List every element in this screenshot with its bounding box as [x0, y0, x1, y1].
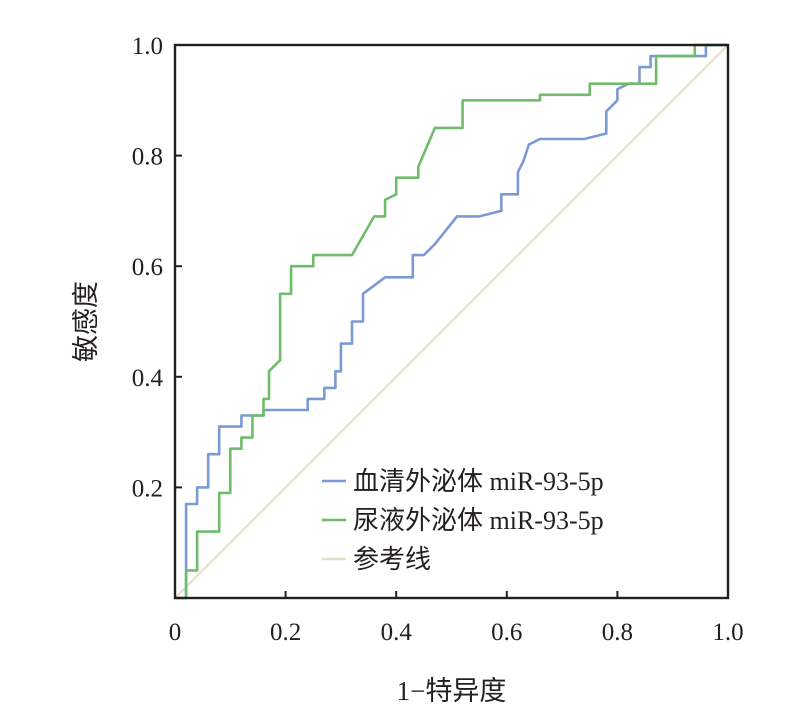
x-tick-label: 0.2: [270, 619, 301, 646]
series-layer: [174, 43, 729, 600]
x-axis-title: 1−特异度: [397, 676, 507, 706]
legend: 血清外泌体 miR-93-5p 尿液外泌体 miR-93-5p 参考线: [322, 467, 604, 574]
y-axis-title: 敏感度: [71, 281, 101, 362]
y-tick-label: 0.6: [132, 254, 163, 281]
series-line-0: [175, 43, 728, 600]
x-tick-label: 0.6: [491, 619, 522, 646]
y-tick-label: 1.0: [132, 33, 163, 60]
tick-layer: 0 0.2 0.4 0.6 0.8 1.0 0.2 0.4 0.6 0.8 1.0: [132, 33, 744, 646]
x-tick-label: 1.0: [712, 619, 743, 646]
y-tick-label: 0.2: [132, 475, 163, 502]
plot-frame: [173, 43, 730, 600]
x-tick-label: 0.4: [381, 619, 413, 646]
y-tick-label: 0.4: [132, 365, 164, 392]
series-line-2: [174, 44, 729, 599]
x-tick-label: 0: [169, 619, 182, 646]
legend-label-1: 尿液外泌体 miR-93-5p: [353, 506, 604, 535]
x-tick-label: 0.8: [602, 619, 633, 646]
y-tick-label: 0.8: [132, 144, 163, 171]
legend-label-2: 参考线: [353, 545, 431, 574]
legend-label-0: 血清外泌体 miR-93-5p: [353, 467, 604, 496]
series-line-1: [175, 43, 728, 600]
